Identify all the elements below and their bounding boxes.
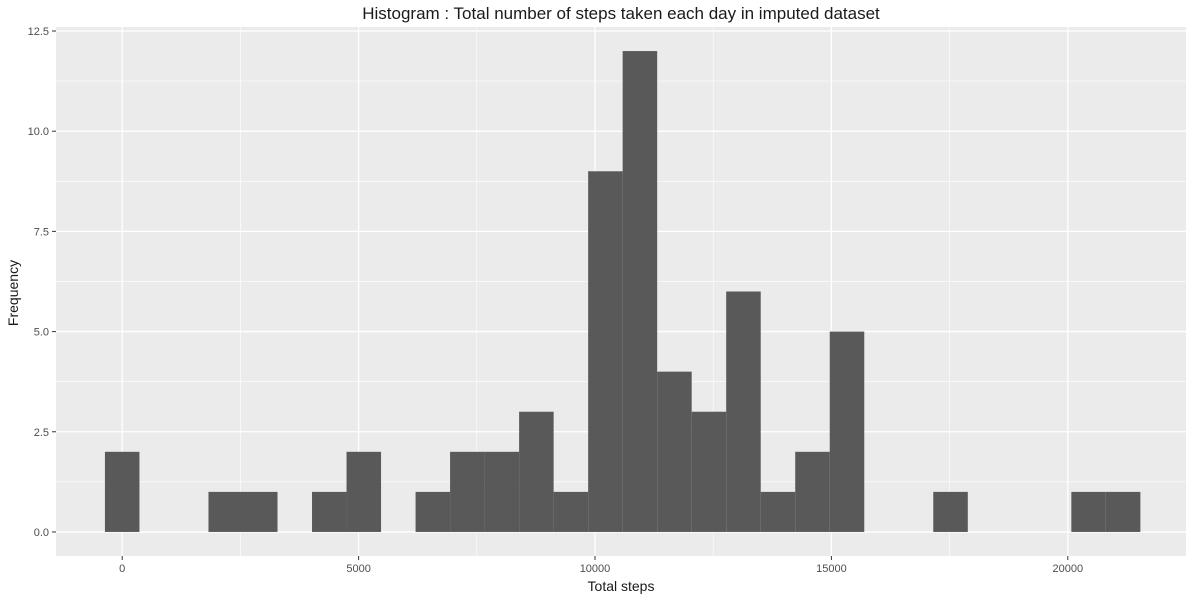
x-tick-label: 20000: [1053, 563, 1084, 575]
x-axis-title: Total steps: [588, 578, 655, 594]
x-tick-label: 5000: [346, 563, 370, 575]
histogram-bar: [484, 451, 520, 532]
histogram-bar: [312, 491, 347, 532]
x-tick-label: 10000: [580, 563, 611, 575]
x-axis: 0 5000 10000 15000 20000: [119, 556, 1083, 575]
histogram-bar: [1071, 491, 1106, 532]
y-axis-title: Frequency: [5, 260, 21, 326]
chart-title: Histogram : Total number of steps taken …: [362, 4, 880, 23]
histogram-bar: [415, 491, 451, 532]
histogram-bar: [104, 451, 140, 532]
y-tick-label: 5.0: [34, 327, 49, 339]
x-tick-label: 0: [119, 563, 125, 575]
y-axis: 0.0 2.5 5.0 7.5 10.0 12.5: [28, 26, 56, 539]
y-tick-label: 10.0: [28, 126, 49, 138]
y-tick-label: 12.5: [28, 26, 49, 38]
histogram-bar: [519, 411, 554, 532]
y-tick-label: 7.5: [34, 226, 49, 238]
x-tick-label: 15000: [816, 563, 847, 575]
histogram-bar: [1105, 491, 1141, 532]
y-tick-label: 0.0: [34, 527, 49, 539]
histogram-bar: [450, 451, 485, 532]
histogram-bar: [829, 331, 865, 532]
histogram-bar: [657, 371, 692, 532]
histogram-bar: [588, 171, 623, 532]
histogram-bar: [760, 491, 796, 532]
histogram-bars: [104, 51, 1141, 532]
y-tick-label: 2.5: [34, 427, 49, 439]
histogram-bar: [933, 491, 968, 532]
histogram-bar: [242, 491, 278, 532]
histogram-bar: [346, 451, 382, 532]
histogram-bar: [691, 411, 727, 532]
histogram-bar: [795, 451, 830, 532]
histogram-bar: [208, 491, 243, 532]
histogram-bar: [553, 491, 589, 532]
histogram-bar: [726, 291, 761, 532]
histogram-bar: [622, 51, 658, 532]
